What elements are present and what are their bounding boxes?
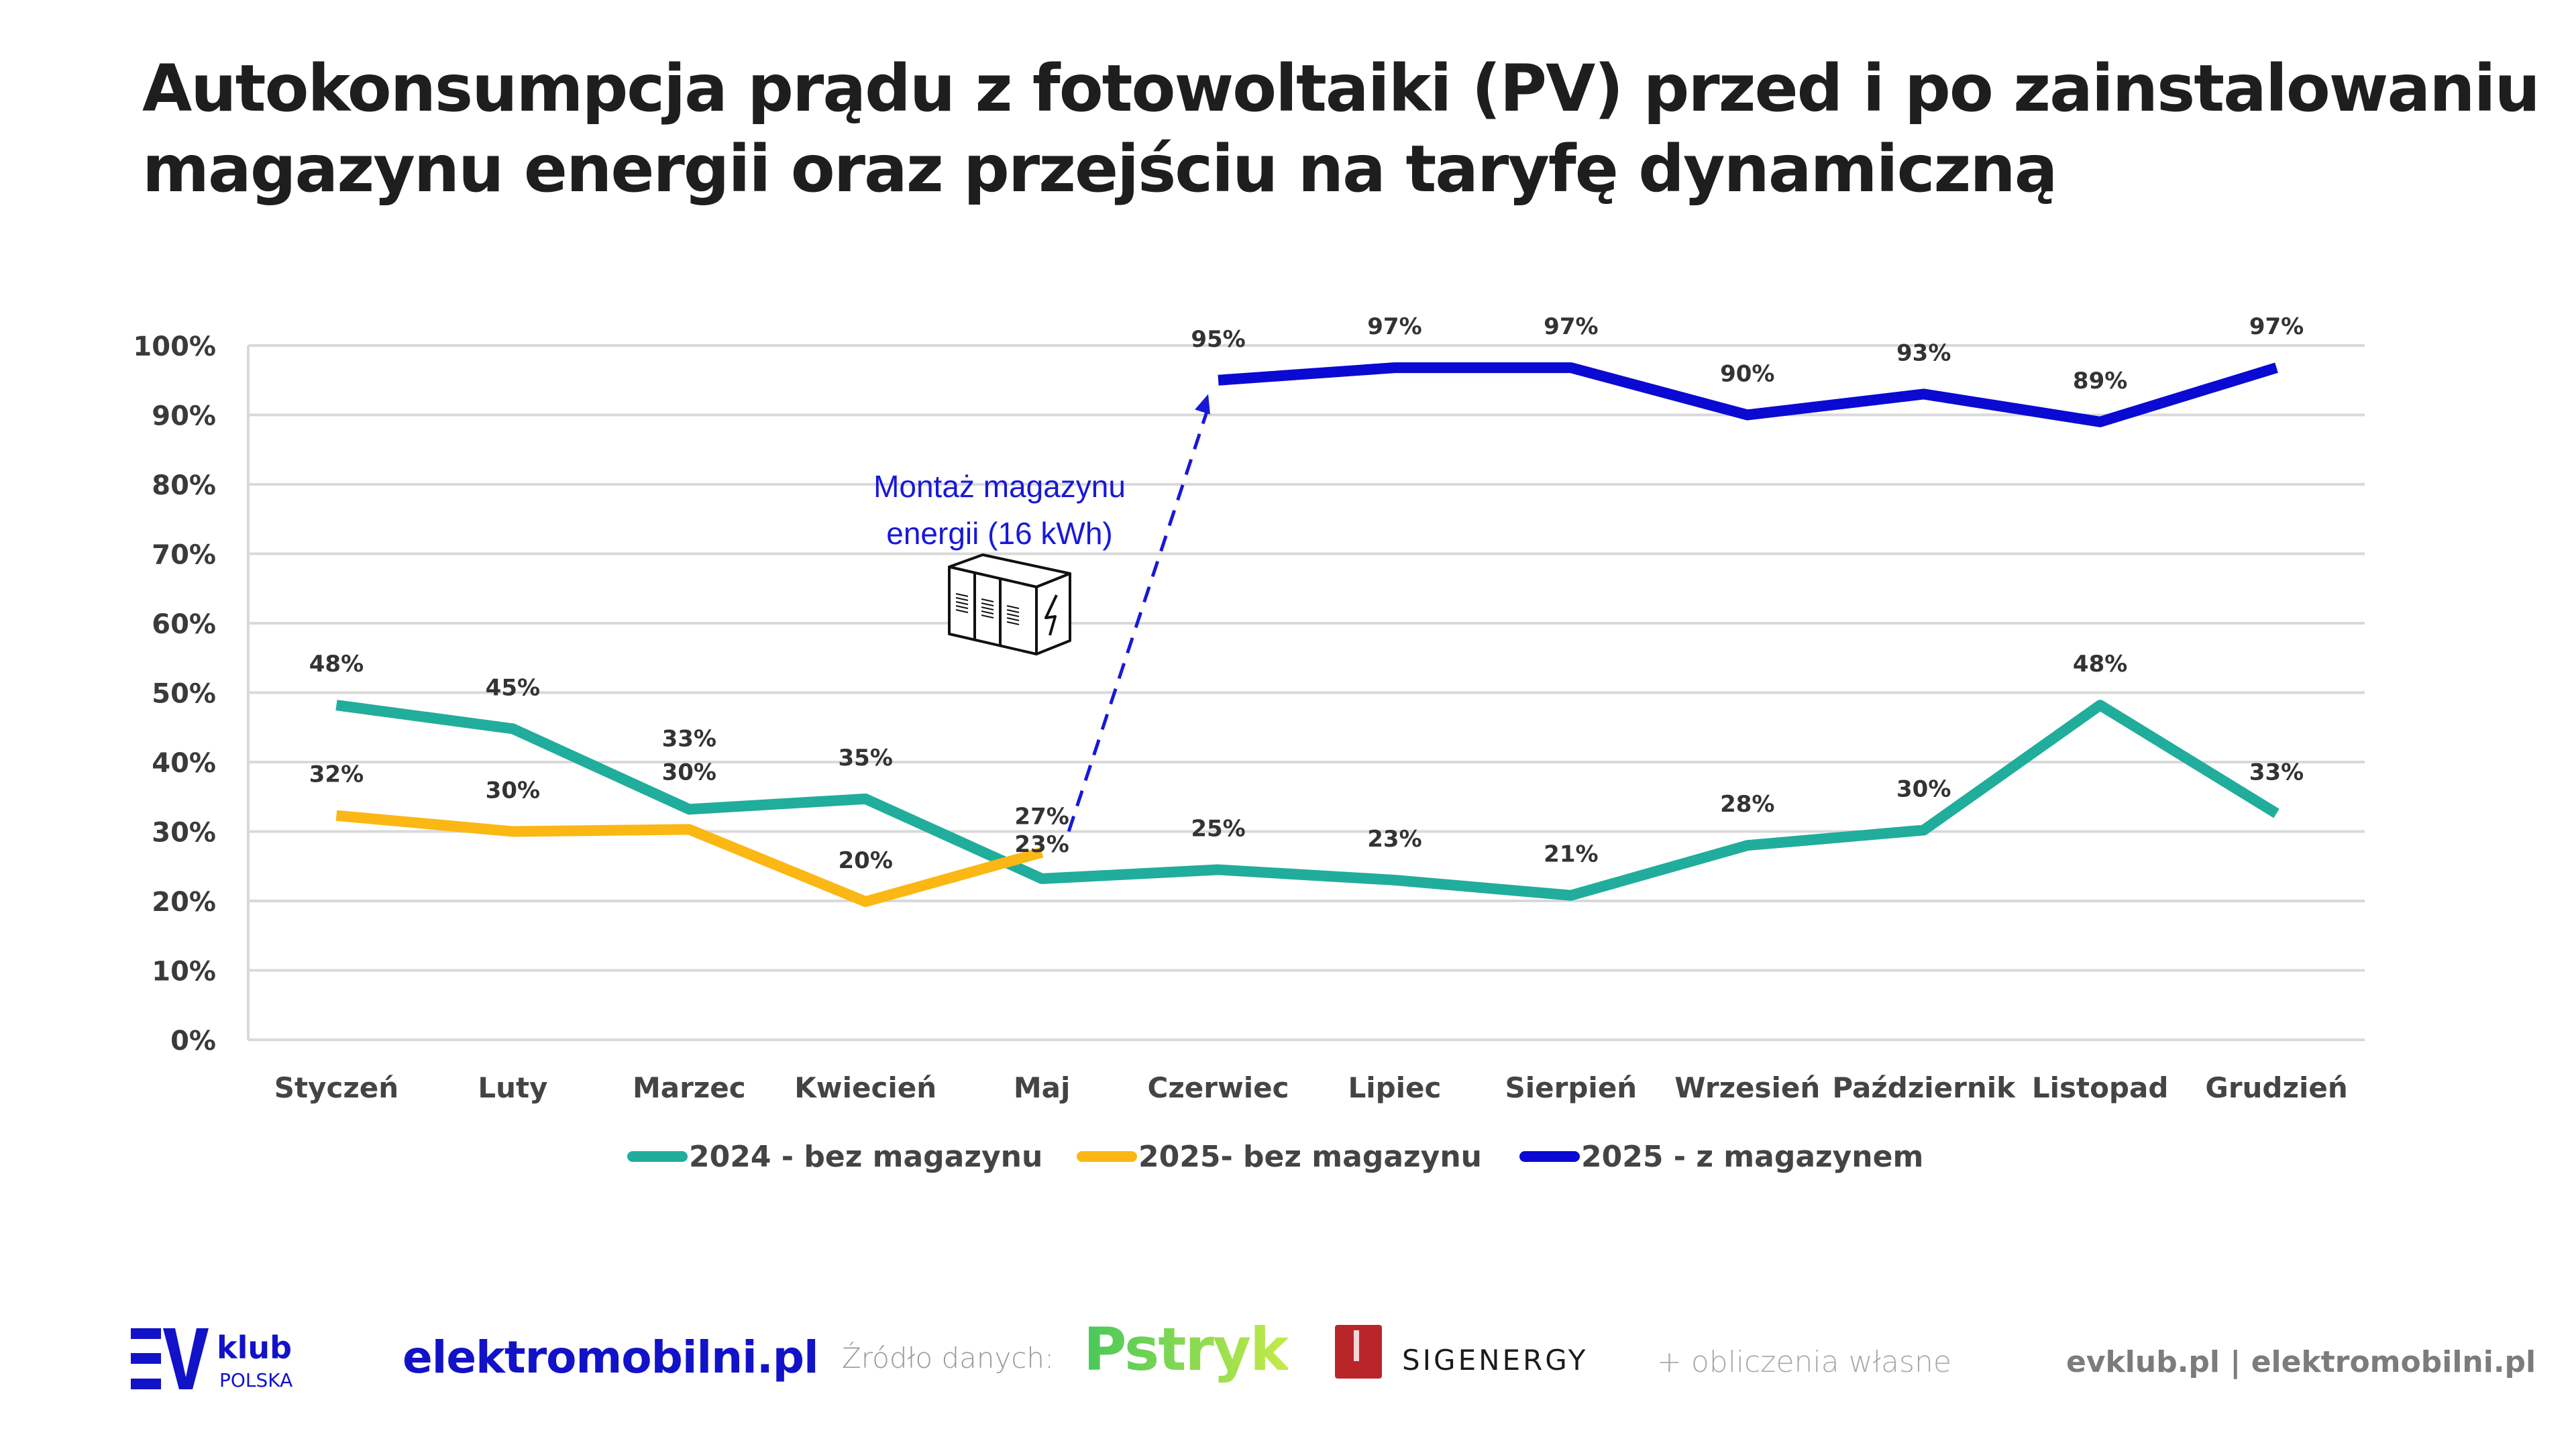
x-tick-label: Styczeń	[274, 1071, 398, 1104]
sigenergy-logo: SIGENERGY	[1402, 1344, 1589, 1377]
legend-swatch	[1519, 1151, 1580, 1162]
legend-label: 2025 - z magazynem	[1581, 1140, 1923, 1174]
ev-logo-polska: POLSKA	[219, 1369, 292, 1391]
x-axis-ticks: Styczeń Luty Marzec Kwiecień Maj Czerwiec Lipi…	[274, 1071, 2348, 1104]
x-tick-label: Marzec	[633, 1071, 746, 1104]
own-calculations-note: + obliczenia własne	[1657, 1345, 1951, 1379]
legend-swatch	[627, 1151, 688, 1162]
data-label: 21%	[1544, 841, 1598, 868]
data-label: 48%	[309, 651, 364, 678]
data-label: 23%	[1014, 831, 1069, 858]
data-label: 93%	[1896, 339, 1951, 366]
data-label: 33%	[2249, 759, 2304, 786]
chart-title-line-1: Autokonsumpcja prądu z fotowoltaiki (PV)…	[142, 51, 2540, 126]
y-tick-label: 70%	[152, 540, 216, 571]
x-tick-label: Grudzień	[2205, 1071, 2347, 1104]
source-label: Źródło danych:	[842, 1342, 1055, 1375]
series-line-3	[1218, 362, 2278, 427]
data-label: 30%	[662, 759, 716, 786]
series-lines	[335, 362, 2279, 908]
ev-klub-polska-logo: klub POLSKA	[131, 1328, 292, 1391]
series-line-1	[335, 700, 2279, 901]
data-label: 45%	[486, 674, 540, 701]
legend-swatch	[1077, 1151, 1137, 1162]
x-tick-label: Wrzesień	[1674, 1071, 1820, 1104]
x-tick-label: Lipiec	[1348, 1071, 1441, 1104]
data-label: 97%	[1544, 313, 1598, 340]
pstryk-logo: Pstryk	[1083, 1315, 1289, 1384]
data-labels: 48% 45% 33% 35% 23% 25% 23% 21% 28% 30% 48% 33% 32% 3…	[309, 313, 2304, 874]
arrow-head-icon	[1195, 394, 1210, 415]
x-tick-label: Czerwiec	[1148, 1071, 1289, 1104]
data-label: 30%	[486, 777, 540, 804]
battery-annotation: Montaż magazynu energii (16 kWh)	[832, 463, 1167, 557]
data-label: 33%	[662, 725, 716, 752]
ev-logo-klub: klub	[217, 1330, 292, 1366]
legend: 2024 - bez magazynu 2025- bez magazynu 202…	[627, 1140, 1923, 1174]
data-label: 97%	[1367, 313, 1421, 340]
data-label: 23%	[1367, 826, 1421, 853]
x-tick-label: Luty	[478, 1071, 547, 1104]
y-tick-label: 90%	[152, 401, 216, 432]
data-label: 89%	[2073, 368, 2127, 394]
sigenergy-logo-mark	[1335, 1325, 1382, 1379]
data-label: 32%	[309, 761, 364, 788]
x-tick-label: Kwiecień	[794, 1071, 936, 1104]
lightning-icon	[1044, 594, 1058, 636]
website-links: evklub.pl | elektromobilni.pl	[2066, 1345, 2536, 1379]
data-label: 28%	[1720, 791, 1774, 818]
chart-title: Autokonsumpcja prądu z fotowoltaiki (PV)…	[142, 48, 2540, 209]
legend-label: 2025- bez magazynu	[1138, 1140, 1482, 1174]
y-tick-label: 30%	[152, 818, 216, 849]
dashed-arrow-line	[1067, 407, 1210, 833]
elektromobilni-logo: elektromobilni.pl	[402, 1332, 819, 1383]
y-tick-label: 40%	[152, 748, 216, 779]
y-tick-label: 50%	[152, 679, 216, 710]
data-label: 95%	[1191, 326, 1245, 353]
y-tick-label: 0%	[170, 1026, 216, 1057]
chart-title-line-2: magazynu energii oraz przejściu na taryf…	[142, 131, 2057, 207]
series-line-2	[335, 810, 1044, 908]
y-tick-label: 60%	[152, 609, 216, 640]
y-tick-label: 20%	[152, 887, 216, 918]
battery-storage-container-icon	[948, 553, 1071, 655]
line-chart: 0% 10% 20% 30% 40% 50% 60% 70% 80% 90% 100% Stycze…	[133, 313, 2365, 1174]
data-label: 97%	[2249, 313, 2304, 340]
y-tick-label: 80%	[152, 470, 216, 501]
data-label: 48%	[2073, 651, 2127, 678]
y-tick-label: 100%	[133, 331, 216, 362]
y-axis-ticks: 0% 10% 20% 30% 40% 50% 60% 70% 80% 90% 100%	[133, 331, 216, 1057]
data-label: 30%	[1896, 775, 1951, 802]
annotation-arrow	[1067, 394, 1210, 833]
x-tick-label: Sierpień	[1505, 1071, 1638, 1104]
data-label: 25%	[1191, 815, 1245, 842]
data-label: 35%	[839, 745, 893, 771]
data-label: 27%	[1014, 804, 1069, 830]
x-tick-label: Maj	[1014, 1071, 1071, 1104]
annotation-line-1: Montaż magazynu	[873, 469, 1126, 504]
legend-label: 2024 - bez magazynu	[689, 1140, 1042, 1174]
data-label: 90%	[1720, 361, 1774, 388]
gridlines	[247, 344, 2365, 1041]
data-label: 20%	[839, 847, 893, 874]
x-tick-label: Październik	[1832, 1071, 2016, 1104]
y-tick-label: 10%	[152, 957, 216, 987]
annotation-line-2: energii (16 kWh)	[886, 516, 1113, 551]
x-tick-label: Listopad	[2032, 1071, 2169, 1104]
